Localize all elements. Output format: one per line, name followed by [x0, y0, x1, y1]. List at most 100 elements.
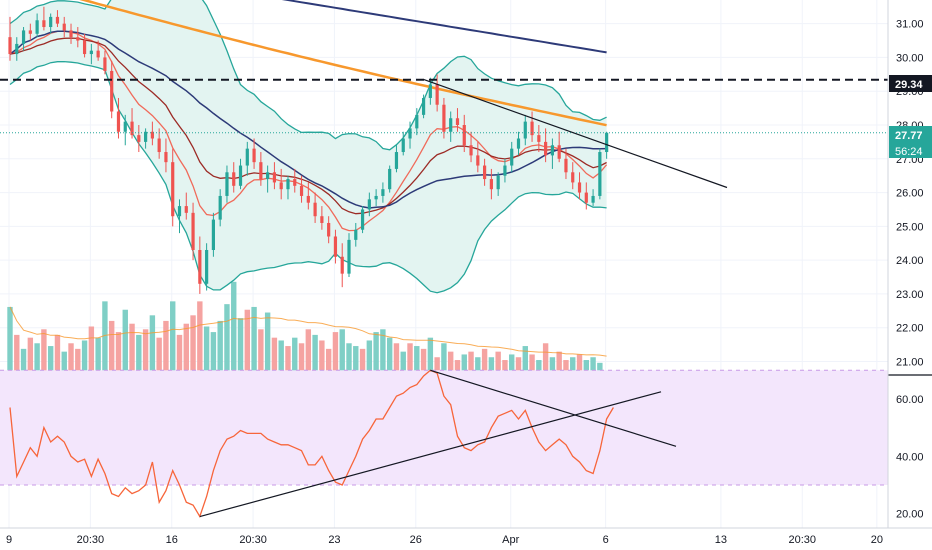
rsi-band	[0, 370, 888, 485]
volume-bar	[7, 306, 13, 374]
volume-bars	[7, 281, 610, 374]
candle-body	[306, 195, 310, 203]
candle-body	[266, 172, 270, 180]
sma-long-orange-line	[79, 0, 607, 127]
candle-body	[55, 16, 60, 24]
volume-bar	[542, 343, 549, 374]
volume-bar	[454, 360, 461, 374]
price-tick-label: 25.00	[896, 221, 924, 233]
volume-bar	[522, 346, 528, 374]
candle-body	[605, 132, 609, 153]
candle-body	[123, 121, 127, 132]
rsi-line	[9, 369, 614, 519]
candle-body	[137, 135, 141, 142]
candle-body	[483, 165, 487, 180]
volume-bar	[407, 343, 413, 374]
volume-bar	[461, 354, 467, 374]
volume-bar	[393, 343, 400, 374]
candle-body	[103, 57, 107, 71]
candle-body	[15, 43, 19, 55]
rsi-ascending-trendline[interactable]	[199, 391, 662, 518]
rsi-axis[interactable]: 60.00 40.00 20.00	[896, 394, 924, 521]
rsi-tick-label: 60.00	[896, 394, 924, 406]
candle-body	[89, 50, 93, 55]
volume-bar	[298, 343, 305, 374]
volume-bar	[380, 329, 386, 374]
price-tick-label: 22.00	[896, 323, 924, 335]
candle-body	[171, 162, 175, 217]
volume-bar	[271, 337, 278, 374]
candle-body	[571, 172, 575, 183]
trendline-drawings[interactable]	[0, 78, 888, 189]
candle-body	[503, 165, 507, 176]
volume-bar	[366, 340, 373, 374]
price-axis[interactable]: 31.0030.0029.0028.0027.0026.0025.0024.00…	[896, 19, 924, 369]
candle-body	[550, 145, 554, 156]
candlesticks	[8, 6, 609, 294]
candle-body	[76, 37, 80, 41]
volume-bar	[237, 318, 244, 374]
volume-bar	[68, 343, 74, 374]
candle-body	[313, 202, 317, 217]
volume-bar	[217, 320, 223, 374]
sma-navy-line	[9, 30, 607, 209]
ema-medium-line	[9, 37, 607, 215]
candle-body	[577, 182, 582, 193]
time-tick-label: 23	[328, 534, 340, 546]
candle-body	[177, 206, 182, 217]
rsi-tick-label: 20.00	[896, 509, 924, 521]
volume-bar	[556, 351, 562, 374]
candle-body	[557, 145, 561, 159]
volume-bar	[190, 315, 196, 374]
candle-body	[333, 236, 338, 257]
volume-bar	[170, 301, 176, 374]
volume-bar	[563, 360, 569, 374]
candle-body	[320, 216, 324, 223]
candle-body	[381, 189, 385, 196]
volume-bar	[136, 334, 142, 374]
candle-body	[8, 37, 12, 55]
volume-bar	[468, 351, 474, 374]
volume-bar	[95, 337, 101, 374]
volume-bar	[34, 343, 40, 374]
descending-trendline[interactable]	[423, 78, 728, 189]
candle-body	[157, 138, 161, 153]
candle-body	[347, 239, 351, 274]
last-price-badge: 27.77 56:24	[889, 126, 932, 158]
volume-bar	[339, 329, 345, 374]
candle-body	[537, 135, 541, 142]
volume-bar	[359, 348, 366, 374]
candle-body	[184, 206, 188, 213]
volume-bar	[285, 346, 291, 374]
bollinger-fill	[10, 0, 607, 293]
time-axis[interactable]: 9 20:30 16 20:30 23 26 Apr 6 13 20:30 20	[6, 534, 883, 546]
candle-body	[218, 195, 222, 220]
volume-average-line	[9, 306, 607, 357]
volume-bar	[115, 332, 122, 374]
volume-bar	[448, 351, 454, 374]
candle-body	[584, 192, 588, 203]
volume-bar	[156, 337, 162, 374]
candle-body	[340, 256, 344, 274]
candle-body	[198, 250, 202, 284]
candle-body	[516, 138, 521, 149]
volume-bar	[61, 351, 67, 374]
rsi-descending-trendline[interactable]	[430, 369, 677, 447]
candle-body	[544, 141, 548, 156]
volume-bar	[590, 357, 596, 374]
resistance-price-label: 29.34	[895, 79, 923, 91]
volume-bar	[400, 351, 406, 374]
candle-body	[299, 185, 304, 196]
volume-bar	[203, 326, 210, 374]
time-tick-label: 16	[166, 534, 178, 546]
candle-body	[394, 152, 399, 169]
volume-bar	[292, 337, 298, 374]
volume-bar	[176, 334, 183, 374]
volume-bar	[224, 304, 230, 374]
candle-body	[205, 250, 209, 284]
volume-bar	[441, 343, 447, 374]
candle-body	[428, 84, 432, 98]
candle-body	[401, 138, 405, 153]
candle-body	[530, 121, 534, 136]
